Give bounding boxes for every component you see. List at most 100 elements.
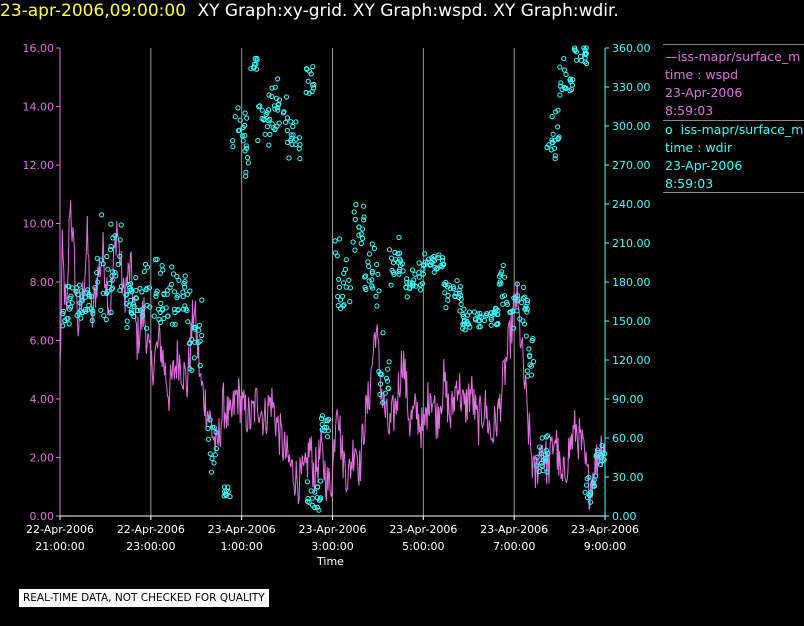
wdir-point [569, 82, 575, 88]
wdir-point [144, 285, 150, 291]
wdir-point [276, 120, 282, 126]
legend-entry-wspd: —iss-mapr/surface_m time : wspd 23-Apr-2… [665, 48, 800, 120]
x-tick-label: 23-Apr-2006 [571, 523, 639, 536]
wdir-point [133, 295, 139, 301]
wdir-point [284, 127, 290, 134]
wdir-point [85, 307, 91, 313]
right-tick-label: 30.00 [612, 471, 644, 484]
wdir-point [550, 131, 556, 137]
right-tick-label: 330.00 [612, 81, 651, 94]
wdir-point [385, 366, 391, 372]
legend: —iss-mapr/surface_m time : wspd 23-Apr-2… [663, 44, 804, 194]
wdir-point [557, 92, 563, 98]
right-tick-label: 240.00 [612, 198, 651, 211]
wdir-point [373, 293, 379, 299]
wdir-point [69, 300, 75, 306]
wdir-point [304, 66, 310, 72]
wdir-point [235, 128, 242, 134]
wdir-point [343, 284, 349, 290]
wdir-point [78, 315, 84, 321]
wdir-point [569, 86, 575, 93]
wdir-point [583, 50, 590, 56]
legend-entry-wdir: o iss-mapr/surface_m time : wdir 23-Apr-… [665, 121, 803, 193]
timestamp: 23-apr-2006,09:00:00 [0, 1, 187, 21]
wdir-point [104, 253, 110, 260]
legend-series-name: iss-mapr/surface_m [680, 122, 804, 137]
wdir-point [553, 109, 559, 115]
wdir-point [431, 253, 437, 260]
wdir-point [356, 224, 362, 230]
legend-line-swatch: — [665, 49, 678, 64]
wdir-point [323, 417, 329, 424]
x-axis-label: Time [316, 555, 344, 568]
x-tick-label: 1:00:00 [220, 540, 262, 553]
wdir-point [396, 268, 402, 274]
wdir-point [221, 484, 228, 490]
wdir-point [109, 286, 115, 292]
wdir-point [342, 266, 349, 272]
wdir-point [523, 333, 529, 339]
wdir-point [223, 492, 229, 498]
wdir-point [74, 312, 80, 318]
wdir-point [266, 92, 272, 98]
wdir-point [130, 301, 136, 307]
wdir-point [123, 292, 129, 298]
wdir-point [98, 307, 104, 313]
wdir-point [533, 463, 540, 469]
wdir-point [548, 147, 554, 153]
wdir-point [386, 359, 392, 365]
wdir-point [242, 122, 248, 129]
wdir-point [352, 247, 358, 253]
wdir-point [514, 281, 520, 287]
wdir-point [525, 373, 531, 379]
legend-series-name: iss-mapr/surface_m [677, 49, 801, 64]
wdir-point [388, 255, 394, 261]
wdir-point [290, 132, 296, 138]
wdir-point [340, 303, 346, 309]
wdir-point [169, 321, 175, 327]
wdir-point [286, 155, 292, 161]
wdir-point [303, 89, 309, 96]
wdir-point [442, 290, 448, 296]
wdir-point [594, 447, 601, 453]
wdir-point [341, 302, 347, 308]
wdir-point [60, 308, 67, 314]
wdir-point [314, 484, 321, 490]
wdir-point [133, 287, 139, 293]
wdir-point [376, 288, 382, 294]
wdir-point [597, 461, 604, 467]
wdir-point [523, 303, 529, 310]
wdir-point [540, 468, 546, 474]
wdir-point [108, 221, 114, 227]
wdir-point [374, 303, 380, 309]
wdir-point [232, 114, 238, 120]
wdir-point [275, 107, 281, 113]
legend-separator [663, 192, 804, 193]
wdir-point [152, 257, 159, 263]
wdir-point [60, 311, 66, 317]
wdir-point [237, 117, 243, 123]
grid [150, 48, 515, 516]
wdir-point [79, 310, 86, 316]
wdir-point [517, 316, 523, 322]
wdir-point [522, 321, 528, 327]
wdir-point [491, 311, 497, 317]
wdir-point [174, 273, 180, 280]
wdir-point [545, 451, 551, 457]
wdir-point [243, 143, 249, 149]
wdir-point [443, 305, 449, 311]
wdir-point [196, 327, 202, 333]
right-tick-label: 180.00 [612, 276, 651, 289]
wdir-point [314, 504, 320, 510]
wdir-point [144, 325, 150, 331]
wdir-point [66, 284, 72, 290]
legend-date: 23-Apr-2006 [665, 158, 743, 173]
wdir-point [325, 428, 331, 434]
wdir-point [488, 315, 494, 321]
wdir-point [484, 311, 490, 317]
wdir-point [105, 289, 111, 295]
wdir-point [527, 362, 533, 368]
wdir-point [296, 146, 302, 152]
wdir-point [207, 451, 213, 457]
wdir-point [380, 330, 386, 336]
